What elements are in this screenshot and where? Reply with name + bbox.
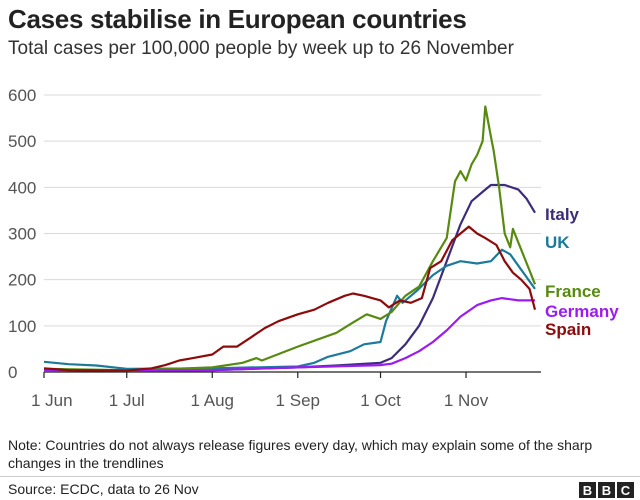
series-label-uk: UK	[545, 233, 570, 252]
y-tick-label: 500	[8, 132, 36, 151]
source-text: Source: ECDC, data to 26 Nov	[8, 481, 199, 497]
series-line-spain	[43, 225, 537, 372]
series-line-italy	[43, 183, 536, 372]
x-tick-label: 1 Jun	[31, 391, 73, 410]
logo-letter: B	[598, 482, 615, 498]
chart-subtitle: Total cases per 100,000 people by week u…	[8, 38, 514, 59]
series-label-spain: Spain	[545, 320, 591, 339]
y-tick-label: 200	[8, 271, 36, 290]
series-label-france: France	[545, 282, 601, 301]
chart-note: Note: Countries do not always release fi…	[8, 437, 593, 471]
y-tick-label: 400	[8, 178, 36, 197]
y-tick-label: 100	[8, 317, 36, 336]
footer-divider	[0, 476, 640, 477]
line-chart: 0 100 200 300 400 500 600 1 Jun 1 Jul 1 Aug 1 Sep 1…	[8, 86, 619, 410]
x-tick-label: 1 Jul	[109, 391, 145, 410]
bbc-logo: B B C	[579, 482, 634, 498]
logo-letter: B	[579, 482, 596, 498]
chart-title: Cases stabilise in European countries	[8, 4, 467, 34]
x-tick-label: 1 Aug	[191, 391, 235, 410]
series-line-germany	[43, 297, 535, 372]
y-tick-label: 300	[8, 225, 36, 244]
series-label-italy: Italy	[545, 205, 580, 224]
y-tick-label: 0	[8, 363, 17, 382]
series-label-germany: Germany	[545, 302, 619, 321]
series-line-france	[43, 105, 537, 372]
x-tick-label: 1 Nov	[444, 391, 489, 410]
x-tick-label: 1 Sep	[276, 391, 320, 410]
x-tick-label: 1 Oct	[360, 391, 401, 410]
logo-letter: C	[617, 482, 634, 498]
y-tick-label: 600	[8, 86, 36, 105]
